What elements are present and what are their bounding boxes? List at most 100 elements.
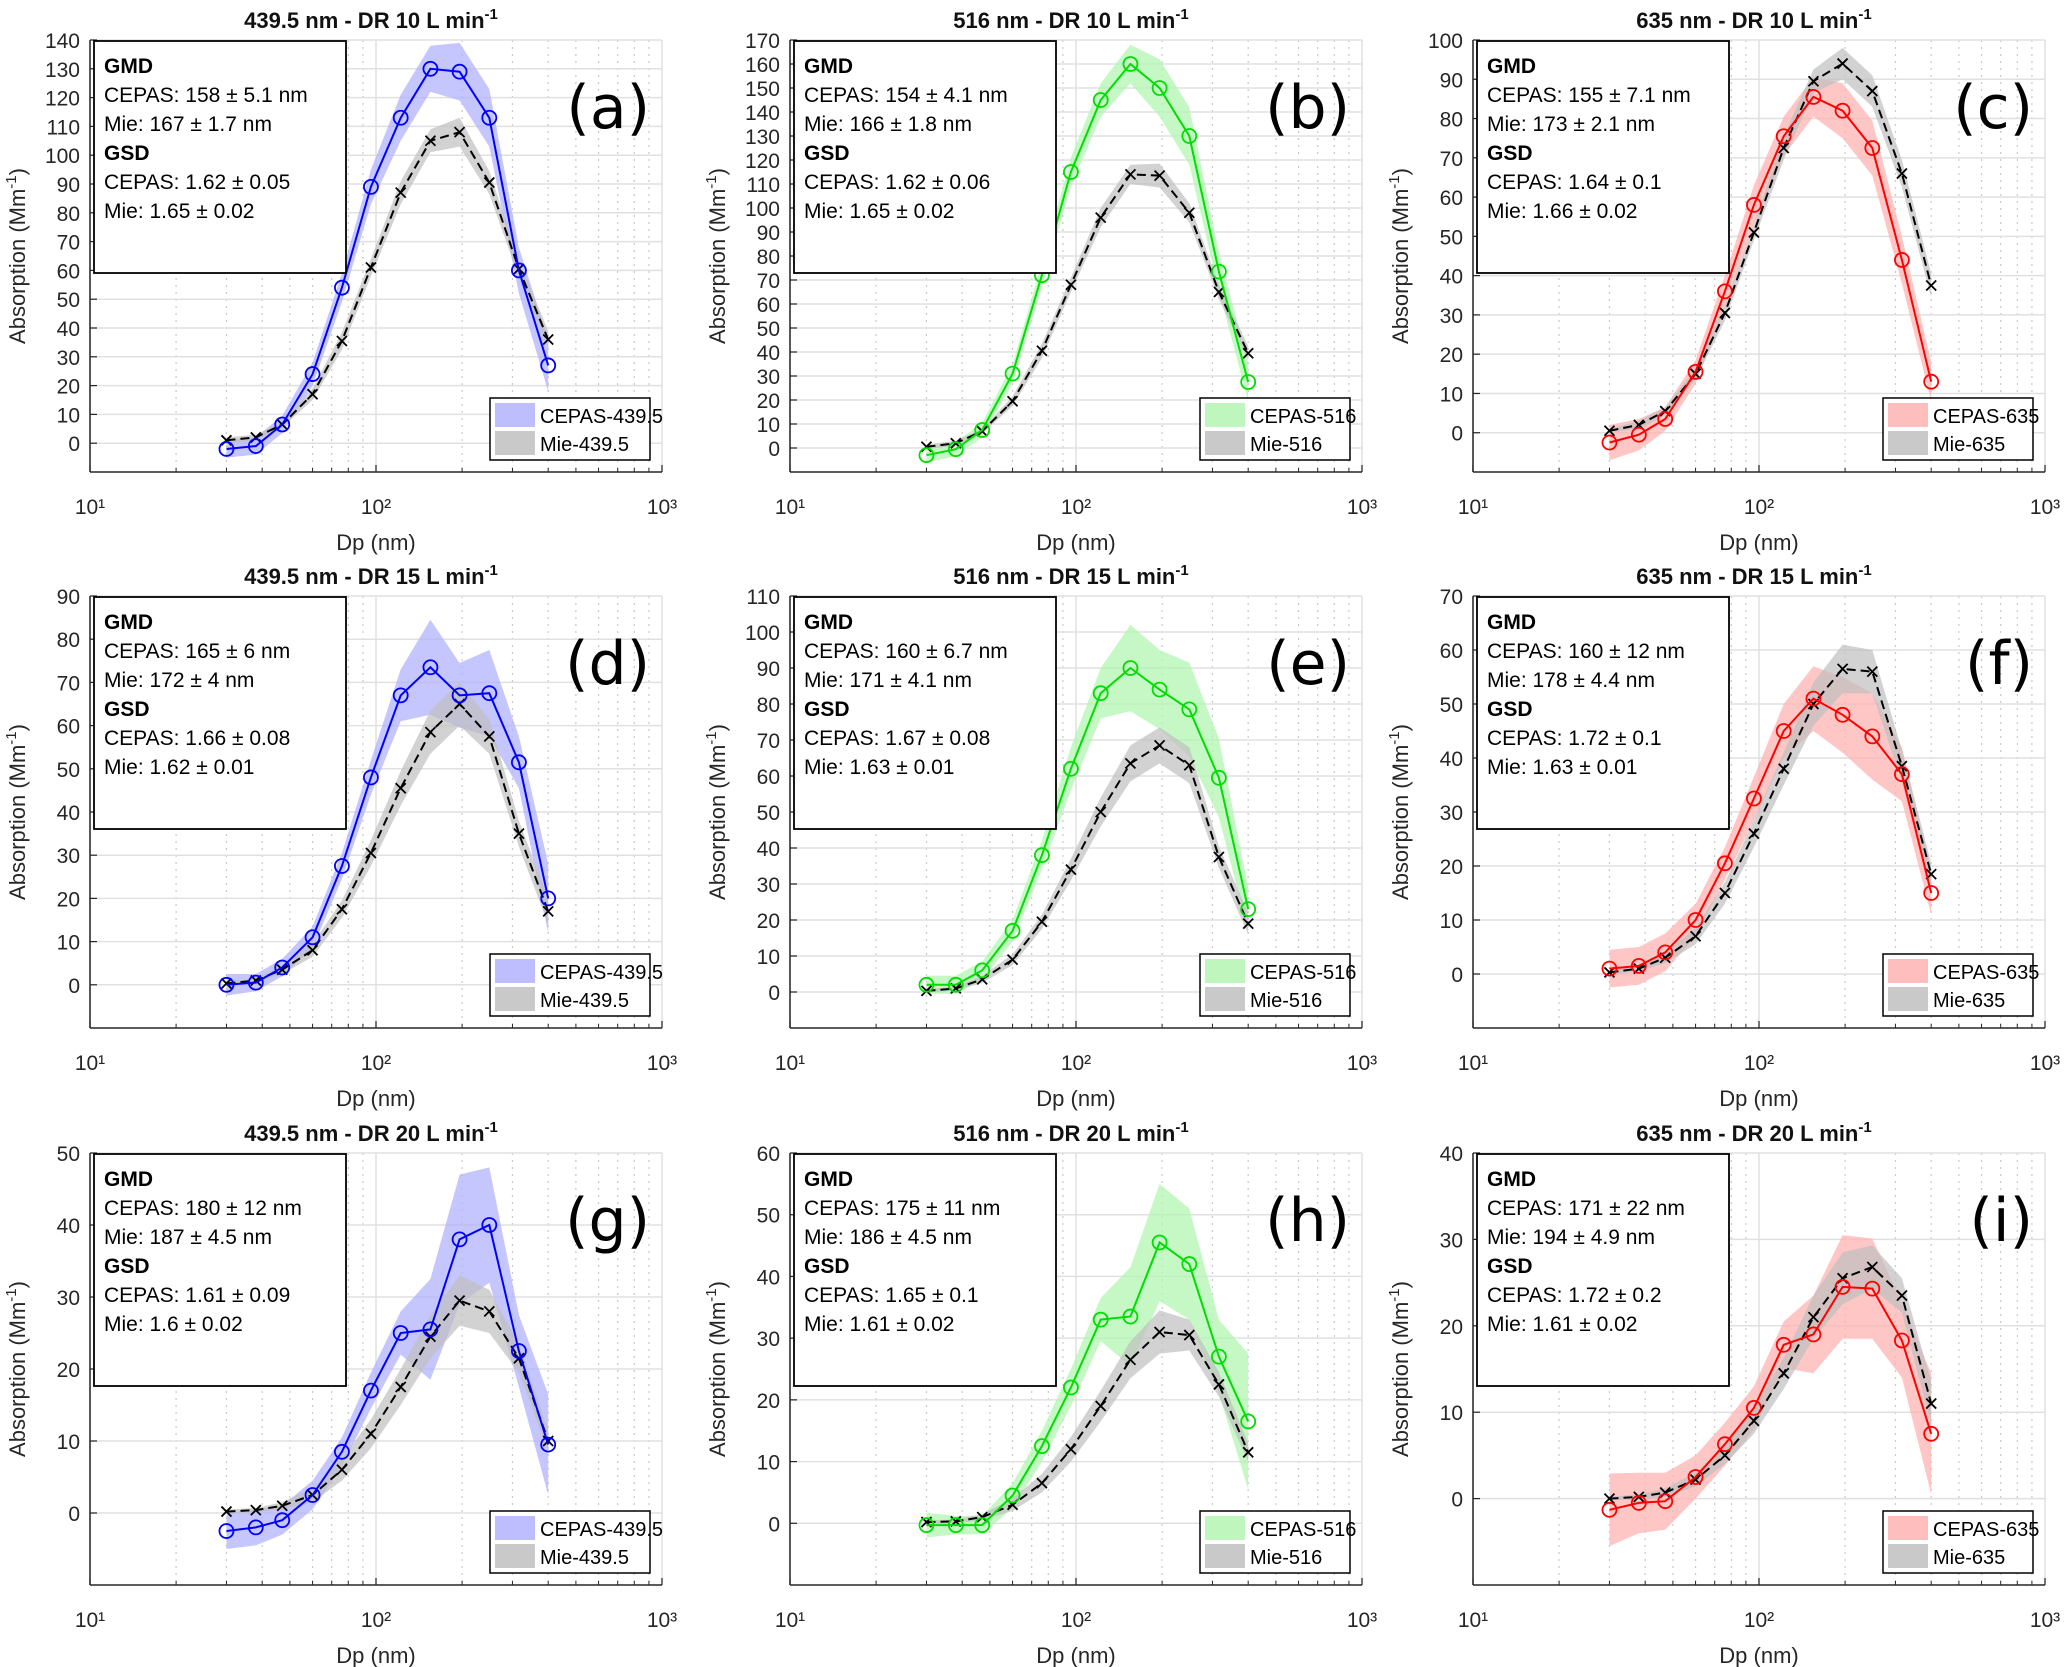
y-tick-label: 40 <box>757 838 780 861</box>
annotation-gsd-cepas: CEPAS: 1.67 ± 0.08 <box>804 727 990 750</box>
y-axis-label-close: ) <box>1388 1281 1413 1288</box>
data-point-cepas <box>1687 912 1704 928</box>
data-point-cepas <box>334 279 350 296</box>
x-tick-label: 10² <box>1744 496 1774 519</box>
annotation-gmd-mie: Mie: 178 ± 4.4 nm <box>1487 669 1655 692</box>
panel-title: 516 nm - DR 15 L min-1 <box>953 562 1188 589</box>
data-point-cepas <box>1717 283 1733 300</box>
y-tick-label: 90 <box>57 586 80 609</box>
legend-swatch-mie <box>495 431 535 455</box>
data-point-mie <box>1925 279 1937 292</box>
panel-title: 516 nm - DR 20 L min-1 <box>953 1119 1188 1146</box>
data-point-mie <box>1124 757 1137 770</box>
y-axis-label-main: Absorption (Mm <box>705 189 730 344</box>
data-point-cepas <box>363 178 379 195</box>
annotation-gmd-mie: Mie: 166 ± 1.8 nm <box>804 113 972 136</box>
data-point-mie <box>1065 863 1077 876</box>
y-axis-label-superscript: -1 <box>1386 175 1403 188</box>
panel-title-superscript: -1 <box>1175 6 1188 23</box>
x-tick-label: 10³ <box>1347 1052 1377 1075</box>
legend-swatch-cepas <box>1205 1516 1245 1540</box>
data-point-cepas <box>481 109 498 126</box>
annotation-gsd-mie: Mie: 1.63 ± 0.01 <box>1487 756 1637 779</box>
data-point-mie <box>483 730 495 743</box>
data-point-mie <box>1183 1329 1195 1341</box>
data-point-cepas <box>1746 1399 1762 1416</box>
panel-title-superscript: -1 <box>485 6 498 23</box>
x-marker-stroke <box>395 187 407 199</box>
data-point-cepas <box>1601 960 1618 977</box>
legend-label-cepas: CEPAS-635 <box>1933 406 2039 428</box>
x-marker-stroke <box>1153 1326 1166 1338</box>
y-tick-label: 50 <box>1440 694 1463 717</box>
y-tick-label: 90 <box>757 658 780 681</box>
y-tick-label: 50 <box>757 318 780 341</box>
x-marker-stroke <box>1807 75 1820 87</box>
data-point-cepas <box>1092 685 1109 702</box>
y-tick-label: 20 <box>1440 1316 1463 1339</box>
x-marker-stroke <box>276 1500 288 1512</box>
x-marker-stroke <box>1719 1449 1731 1462</box>
y-tick-label: 70 <box>1440 586 1463 609</box>
annotation-gmd-mie: Mie: 194 ± 4.9 nm <box>1487 1226 1655 1249</box>
x-tick-label: 10² <box>361 1609 391 1632</box>
data-point-cepas <box>511 1343 527 1359</box>
legend-label-cepas: CEPAS-439.5 <box>540 962 663 984</box>
y-axis-label-superscript: -1 <box>1386 731 1403 744</box>
x-marker-stroke <box>1065 279 1077 291</box>
legend-label-cepas: CEPAS-439.5 <box>540 406 663 428</box>
panel-tag: (h) <box>1265 1186 1350 1256</box>
annotation-gsd-head: GSD <box>104 698 150 721</box>
annotation-gmd-mie: Mie: 172 ± 4 nm <box>104 669 254 692</box>
data-point-mie <box>220 977 233 990</box>
data-point-cepas <box>392 1325 409 1341</box>
x-tick-label: 10¹ <box>75 496 105 519</box>
data-point-cepas <box>218 976 235 993</box>
data-point-cepas <box>974 1517 991 1534</box>
stats-annotation-box <box>93 596 347 830</box>
y-axis-label: Absorption (Mm-1) <box>703 724 730 900</box>
y-tick-label: 70 <box>57 672 80 695</box>
annotation-gsd-head: GSD <box>1487 142 1533 165</box>
x-marker-stroke <box>513 827 525 840</box>
y-tick-label: 50 <box>757 802 780 825</box>
legend-swatch-cepas <box>495 959 535 983</box>
y-tick-label: 50 <box>57 759 80 782</box>
data-point-mie <box>1689 930 1702 942</box>
annotation-gmd-cepas: CEPAS: 165 ± 6 nm <box>104 640 290 663</box>
data-point-mie <box>483 1305 495 1318</box>
annotation-gsd-mie: Mie: 1.61 ± 0.02 <box>1487 1313 1637 1336</box>
data-point-cepas <box>1181 128 1198 144</box>
y-tick-label: 40 <box>757 1266 780 1289</box>
y-axis-label-superscript: -1 <box>3 731 20 744</box>
uncertainty-band-mie <box>926 1310 1249 1524</box>
x-marker-stroke <box>453 126 466 138</box>
data-point-cepas <box>947 441 964 458</box>
y-axis-label-close: ) <box>1388 168 1413 175</box>
legend-label-mie: Mie-516 <box>1250 434 1322 456</box>
panel-a: 10¹ 10² 10³ 0 10 20 30 40 50 60 70 80 90 100 110 120 130… <box>3 6 677 555</box>
annotation-gsd-cepas: CEPAS: 1.66 ± 0.08 <box>104 727 290 750</box>
y-axis-label-superscript: -1 <box>703 1288 720 1301</box>
y-tick-label: 80 <box>57 629 80 652</box>
data-point-cepas <box>451 687 468 704</box>
annotation-gmd-head: GMD <box>804 1168 853 1191</box>
data-point-cepas <box>1923 1425 1940 1442</box>
y-axis-label-superscript: -1 <box>3 1288 20 1301</box>
data-point-mie <box>453 1294 466 1307</box>
annotation-gmd-cepas: CEPAS: 171 ± 22 nm <box>1487 1197 1685 1220</box>
x-marker-stroke <box>1836 663 1849 675</box>
x-marker-stroke <box>395 1381 407 1393</box>
y-tick-label: 70 <box>757 730 780 753</box>
y-tick-label: 50 <box>757 1205 780 1228</box>
annotation-gsd-head: GSD <box>804 142 850 165</box>
annotation-gsd-cepas: CEPAS: 1.72 ± 0.1 <box>1487 727 1662 750</box>
data-point-cepas <box>1775 1336 1792 1353</box>
x-tick-label: 10² <box>361 496 391 519</box>
data-point-cepas <box>451 63 468 80</box>
data-point-cepas <box>304 1487 321 1503</box>
data-point-mie <box>1866 1261 1878 1273</box>
y-tick-label: 0 <box>68 975 80 998</box>
y-tick-label: 0 <box>768 438 780 461</box>
y-axis-label: Absorption (Mm-1) <box>3 724 30 900</box>
